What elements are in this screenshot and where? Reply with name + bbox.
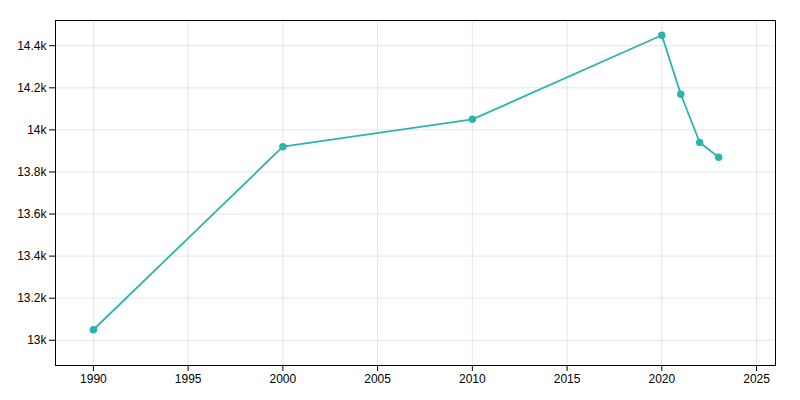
- svg-text:13k: 13k: [27, 333, 47, 347]
- svg-text:1990: 1990: [80, 372, 107, 386]
- svg-text:2020: 2020: [648, 372, 675, 386]
- svg-text:13.2k: 13.2k: [17, 291, 47, 305]
- svg-text:13.8k: 13.8k: [17, 165, 47, 179]
- svg-text:2010: 2010: [459, 372, 486, 386]
- svg-text:14.4k: 14.4k: [17, 39, 47, 53]
- svg-text:13.6k: 13.6k: [17, 207, 47, 221]
- svg-text:2025: 2025: [743, 372, 770, 386]
- svg-text:1995: 1995: [175, 372, 202, 386]
- svg-text:14k: 14k: [27, 123, 47, 137]
- svg-text:2015: 2015: [554, 372, 581, 386]
- svg-text:2000: 2000: [270, 372, 297, 386]
- svg-text:2005: 2005: [364, 372, 391, 386]
- svg-text:14.2k: 14.2k: [17, 81, 47, 95]
- svg-text:13.4k: 13.4k: [17, 249, 47, 263]
